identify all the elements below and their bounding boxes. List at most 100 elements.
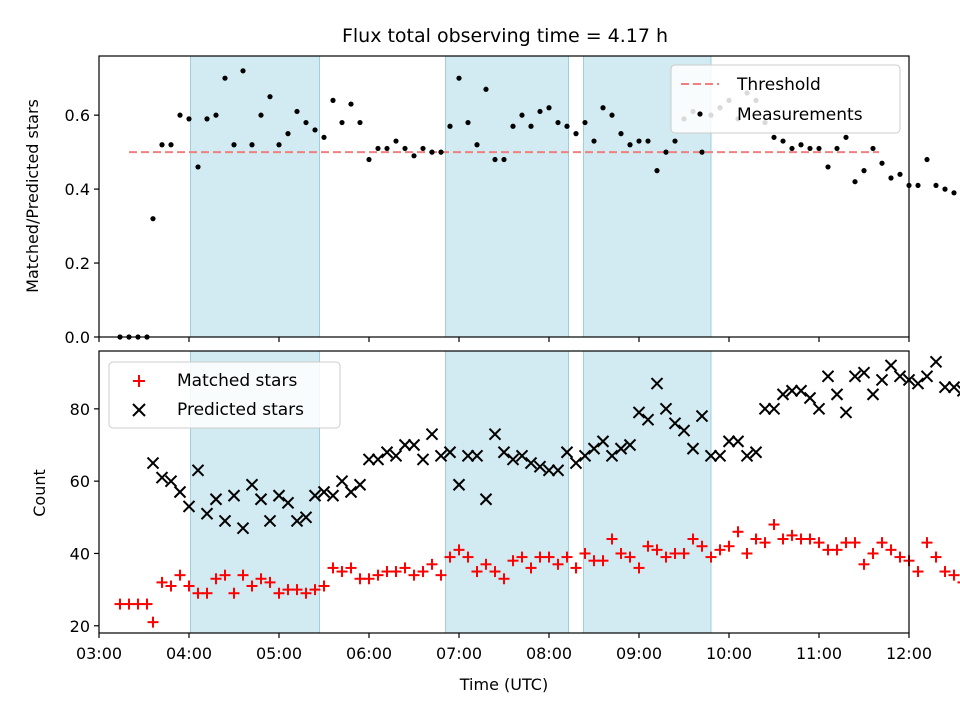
measurement-point: [330, 97, 336, 103]
measurement-point: [582, 119, 588, 126]
matched-star-point: [606, 533, 618, 545]
measurement-point: [789, 145, 795, 152]
matched-star-point: [921, 537, 933, 549]
matched-star-point: [417, 566, 429, 578]
measurement-point: [447, 123, 453, 129]
measurement-point: [654, 168, 660, 174]
top-y-axis-ticks: 0.0 0.2 0.4 0.6: [65, 106, 99, 347]
measurement-point: [573, 131, 579, 137]
predicted-star-point: [506, 453, 520, 466]
predicted-star-point: [434, 449, 448, 463]
x-tick-label: 07:00: [436, 644, 482, 663]
matched-star-point: [678, 547, 690, 559]
predicted-star-point: [947, 380, 960, 394]
measurement-point: [510, 123, 516, 129]
predicted-star-point: [488, 427, 502, 441]
measurement-point: [195, 164, 201, 170]
y-tick-label: 0.6: [65, 106, 90, 125]
measurement-point: [888, 175, 894, 181]
measurement-point: [636, 138, 642, 144]
matched-star-point: [453, 544, 465, 556]
predicted-star-point: [524, 456, 538, 470]
matched-star-point: [156, 576, 168, 588]
measurement-point: [159, 142, 165, 148]
predicted-star-point: [857, 366, 871, 379]
y-tick-label: 40: [70, 544, 90, 563]
measurement-point: [420, 145, 426, 152]
predicted-star-point: [380, 446, 394, 459]
matched-star-point: [804, 533, 816, 545]
predicted-star-point: [407, 438, 421, 452]
predicted-star-point: [731, 435, 745, 448]
measurement-point: [780, 138, 786, 144]
x-tick-label: 12:00: [886, 644, 932, 663]
measurement-point: [951, 190, 957, 196]
predicted-star-point: [461, 449, 475, 463]
matched-star-point: [228, 587, 240, 599]
matched-star-point: [813, 537, 825, 549]
predicted-star-point: [632, 406, 646, 419]
predicted-star-point: [830, 388, 844, 401]
matched-star-point: [939, 566, 951, 578]
predicted-star-point: [794, 384, 808, 397]
predicted-star-point: [821, 370, 835, 383]
measurement-point: [501, 156, 507, 163]
matched-star-point: [489, 566, 501, 578]
matched-star-point: [876, 537, 888, 549]
top-axes-frame: [98, 55, 910, 338]
predicted-star-point: [551, 464, 565, 477]
measurement-point: [663, 149, 669, 155]
matched-star-point: [633, 562, 645, 574]
measurement-point: [357, 119, 363, 126]
measurement-point: [816, 145, 822, 152]
measurement-point: [861, 168, 867, 174]
predicted-star-point: [227, 489, 241, 502]
measurement-point: [699, 149, 705, 155]
bottom-axes-frame: [98, 350, 910, 634]
measurement-point: [897, 171, 903, 177]
predicted-star-point: [389, 449, 403, 463]
measurement-point: [492, 156, 498, 163]
measurement-point: [204, 116, 210, 122]
predicted-star-point: [659, 402, 673, 416]
measurement-point: [321, 134, 327, 140]
measurement-point: [177, 112, 183, 118]
measurement-point: [600, 105, 606, 111]
predicted-star-point: [317, 485, 331, 499]
legend-predicted-label: Predicted stars: [177, 400, 304, 420]
measurement-point: [672, 138, 678, 144]
matched-star-point: [318, 580, 330, 592]
bottom-observing-windows: [190, 350, 712, 634]
measurement-point: [555, 119, 561, 126]
matched-star-point: [174, 569, 186, 581]
predicted-star-point: [956, 384, 960, 397]
matched-star-point: [615, 547, 627, 559]
measurement-point: [303, 119, 309, 126]
x-tick-label: 03:00: [76, 644, 122, 663]
predicted-star-point: [704, 449, 718, 463]
measurement-point: [222, 75, 228, 81]
measurement-point: [168, 142, 174, 148]
matched-star-point: [750, 533, 762, 545]
predicted-star-point: [695, 409, 709, 423]
predicted-star-point: [848, 370, 862, 383]
matched-star-point: [462, 551, 474, 563]
matched-star-point: [849, 537, 861, 549]
predicted-star-point: [749, 446, 763, 459]
y-tick-label: 0.2: [65, 254, 90, 273]
matched-star-point: [408, 569, 420, 581]
matched-star-point: [507, 555, 519, 567]
x-tick-label: 05:00: [256, 644, 302, 663]
measurement-point: [609, 112, 615, 118]
matched-star-point: [768, 519, 780, 531]
matched-star-point: [210, 573, 222, 585]
matched-star-point: [273, 587, 285, 599]
predicted-star-point: [758, 402, 772, 416]
measurement-point: [915, 182, 921, 189]
predicted-star-point: [866, 388, 880, 401]
bottom-y-axis-ticks: 20 40 60 80: [70, 400, 99, 636]
predicted-star-point: [155, 471, 169, 484]
y-tick-label: 60: [70, 472, 90, 491]
matched-star-point: [141, 598, 153, 610]
predicted-star-point: [182, 500, 196, 513]
